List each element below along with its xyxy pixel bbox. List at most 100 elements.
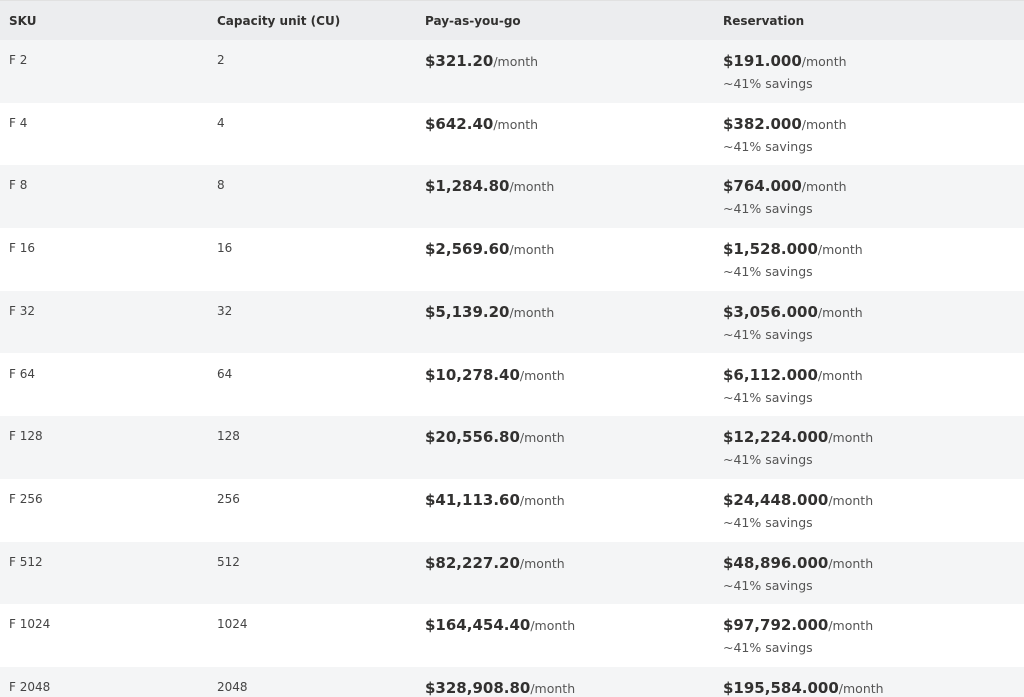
price: $191.000 [723,52,802,70]
payg-price-cell: $20,556.80/month [425,428,565,446]
payg-price-cell: $5,139.20/month [425,303,554,321]
capacity-unit: 16 [217,241,233,256]
price: $321.20 [425,52,494,70]
price-unit: /month [828,492,874,508]
price: $41,113.60 [425,490,520,509]
reservation-price-cell: $12,224.000/month [723,428,873,446]
price-unit: /month [530,618,576,634]
savings-note: ~41% savings [723,76,813,91]
payg-price-cell: $10,278.40/month [425,366,565,384]
table-row: F 16 16 $2,569.60/month $1,528.000/month ~41… [0,228,1024,291]
sku: F 128 [9,429,43,444]
table-row: F 256 256 $41,113.60/month $24,448.000/mont… [0,479,1024,542]
table-row: F 8 8 $1,284.80/month $764.000/month ~41% sa… [0,165,1024,229]
savings-note: ~41% savings [723,201,813,217]
capacity-unit: 8 [217,178,225,193]
price: $1,284.80 [425,177,510,196]
price-unit: /month [493,54,539,69]
price-unit: /month [530,681,576,696]
capacity-unit: 512 [217,554,240,569]
reservation-price-cell: $24,448.000/month [723,491,873,509]
price: $1,528.000 [723,240,818,259]
price: $82,227.20 [425,553,520,572]
price-unit: /month [509,242,555,258]
sku: F 64 [9,366,35,381]
price: $195,584.000 [723,679,839,697]
column-header: SKU [9,14,37,28]
capacity-unit: 1024 [217,617,248,632]
table-row: F 64 64 $10,278.40/month $6,112.000/month ~4… [0,354,1024,417]
price-unit: /month [519,367,565,383]
savings-note: ~41% savings [723,326,813,342]
payg-price-cell: $164,454.40/month [425,616,575,634]
capacity-unit: 64 [217,366,233,381]
price: $10,278.40 [425,365,520,384]
price: $97,792.000 [723,616,829,635]
table-row: F 4 4 $642.40/month $382.000/month ~41% savi… [0,103,1024,166]
table-row: F 1024 1024 $164,454.40/month $97,792.000/m… [0,604,1024,667]
price: $5,139.20 [425,302,510,321]
table-row: F 512 512 $82,227.20/month $48,896.000/mont… [0,541,1024,605]
reservation-price-cell: $6,112.000/month [723,366,863,384]
price-unit: /month [828,618,874,634]
price-unit: /month [828,555,874,571]
price-unit: /month [519,492,565,508]
sku: F 16 [9,241,35,256]
column-header: Pay-as-you-go [425,14,521,28]
price-unit: /month [801,116,847,132]
sku: F 512 [9,554,43,569]
price-unit: /month [828,430,874,446]
reservation-price-cell: $3,056.000/month [723,303,863,321]
savings-note: ~41% savings [723,577,813,593]
sku: F 2 [9,53,28,67]
price: $642.40 [425,114,494,133]
price: $164,454.40 [425,616,531,635]
capacity-unit: 2 [217,53,225,67]
price-unit: /month [509,304,555,320]
sku: F 1024 [9,617,51,632]
price: $328,908.80 [425,679,531,697]
payg-price-cell: $2,569.60/month [425,240,554,258]
sku: F 256 [9,491,43,506]
capacity-unit: 128 [217,429,240,444]
price-unit: /month [801,179,847,195]
price: $48,896.000 [723,553,829,572]
savings-note: ~41% savings [723,264,813,280]
sku: F 2048 [9,680,51,694]
table-row: F 2048 2048 $328,908.80/month $195,584.000/… [0,667,1024,697]
price: $382.000 [723,114,802,133]
reservation-price-cell: $195,584.000/month [723,679,884,697]
capacity-unit: 4 [217,115,225,130]
savings-note: ~41% savings [723,138,813,154]
price: $3,056.000 [723,302,818,321]
price: $24,448.000 [723,490,829,509]
header-row: SKU Capacity unit (CU) Pay-as-you-go Reserv… [0,0,1024,40]
payg-price-cell: $1,284.80/month [425,177,554,195]
price-unit: /month [817,304,863,320]
price: $2,569.60 [425,240,510,259]
price: $20,556.80 [425,428,520,447]
sku: F 4 [9,115,28,130]
payg-price-cell: $321.20/month [425,52,538,70]
price-unit: /month [493,116,539,132]
savings-note: ~41% savings [723,514,813,530]
table-row: F 128 128 $20,556.80/month $12,224.000/mont… [0,416,1024,479]
sku: F 8 [9,178,28,193]
capacity-unit: 2048 [217,680,248,694]
price: $12,224.000 [723,428,829,447]
payg-price-cell: $328,908.80/month [425,679,575,697]
capacity-unit: 32 [217,303,233,318]
payg-price-cell: $82,227.20/month [425,554,565,572]
column-header: Reservation [723,14,805,28]
reservation-price-cell: $97,792.000/month [723,616,873,634]
price-unit: /month [519,430,565,446]
savings-note: ~41% savings [723,389,813,405]
reservation-price-cell: $764.000/month [723,177,847,195]
capacity-unit: 256 [217,491,240,506]
payg-price-cell: $642.40/month [425,115,538,133]
price-unit: /month [838,681,884,696]
reservation-price-cell: $191.000/month [723,52,847,70]
reservation-price-cell: $48,896.000/month [723,554,873,572]
reservation-price-cell: $382.000/month [723,115,847,133]
